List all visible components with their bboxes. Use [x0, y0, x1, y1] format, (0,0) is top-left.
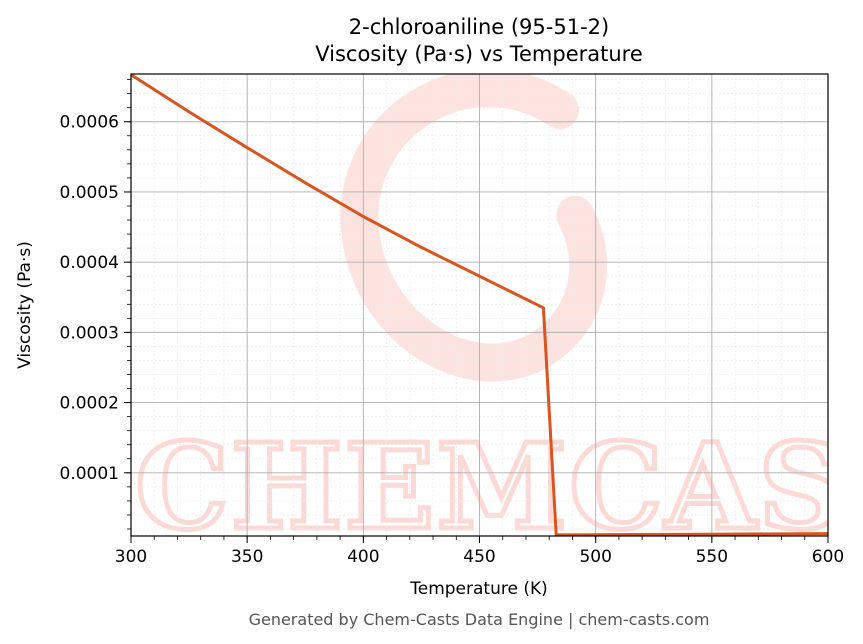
watermark-swirl [340, 74, 608, 382]
x-tick-labels: 300 350 400 450 500 550 600 [115, 547, 844, 567]
x-tick-label: 350 [231, 547, 263, 567]
y-tick-labels: 0.0001 0.0002 0.0003 0.0004 0.0005 0.0006 [60, 113, 119, 484]
y-tick-label: 0.0006 [60, 113, 119, 133]
footer-credit: Generated by Chem-Casts Data Engine | ch… [249, 610, 710, 629]
y-axis-label: Viscosity (Pa·s) [15, 241, 35, 369]
axis-ticks [124, 79, 829, 543]
chart-title: 2-chloroaniline (95-51-2) [349, 15, 609, 39]
y-tick-label: 0.0005 [60, 183, 119, 203]
x-tick-label: 300 [115, 547, 147, 567]
viscosity-series-line [130, 73, 829, 537]
y-tick-label: 0.0004 [60, 253, 119, 273]
x-tick-label: 450 [463, 547, 495, 567]
chart-subtitle: Viscosity (Pa·s) vs Temperature [315, 42, 643, 66]
x-tick-label: 600 [812, 547, 844, 567]
x-axis-label: Temperature (K) [409, 579, 548, 599]
y-tick-label: 0.0003 [60, 323, 119, 343]
y-tick-label: 0.0001 [60, 464, 119, 484]
x-tick-label: 550 [696, 547, 728, 567]
x-tick-label: 500 [579, 547, 611, 567]
y-tick-label: 0.0002 [60, 394, 119, 414]
x-tick-label: 400 [347, 547, 379, 567]
